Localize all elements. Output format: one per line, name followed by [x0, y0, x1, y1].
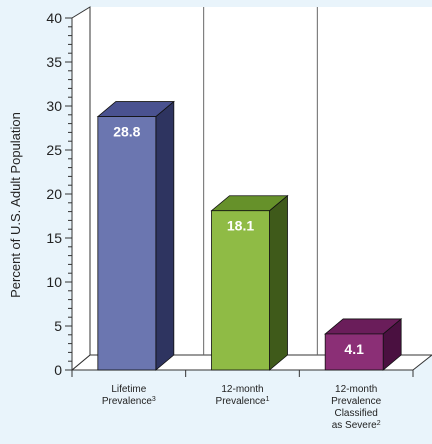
y-tick-label: 20 [46, 186, 62, 202]
y-tick-label: 10 [46, 274, 62, 290]
bar-value-label: 18.1 [227, 218, 254, 234]
y-tick-label: 0 [54, 362, 62, 378]
bar-front [97, 116, 157, 371]
x-axis: Lifetime Prevalence3 12-month Prevalence1 12… [71, 369, 414, 431]
bar-value-label: 28.8 [113, 124, 140, 140]
bars: 28.8 18.1 4.1 [96, 100, 403, 371]
y-tick-label: 30 [46, 98, 62, 114]
y-tick-label: 35 [46, 54, 62, 70]
bar: 18.1 [210, 194, 289, 371]
bar-side [269, 194, 288, 371]
bar-front [324, 333, 384, 371]
bar-side [155, 100, 175, 371]
plot-left-wall [71, 6, 91, 372]
y-tick-label: 40 [46, 10, 62, 26]
bar-value-label: 4.1 [344, 341, 364, 357]
x-category-label: 12-month Prevalence1 [216, 384, 270, 407]
y-tick-label: 15 [46, 230, 62, 246]
x-category-label: Lifetime Prevalence3 [102, 384, 156, 407]
y-tick-label: 25 [46, 142, 62, 158]
y-axis: 0 5 10 15 20 25 30 35 40 [46, 10, 73, 378]
y-tick-label: 5 [54, 318, 62, 334]
y-axis-label: Percent of U.S. Adult Population [8, 112, 23, 298]
bar: 28.8 [96, 100, 175, 371]
bar: 4.1 [324, 318, 403, 371]
x-category-label: 12-month Prevalence Classified as Severe2 [331, 384, 381, 431]
bar-front [211, 210, 270, 371]
